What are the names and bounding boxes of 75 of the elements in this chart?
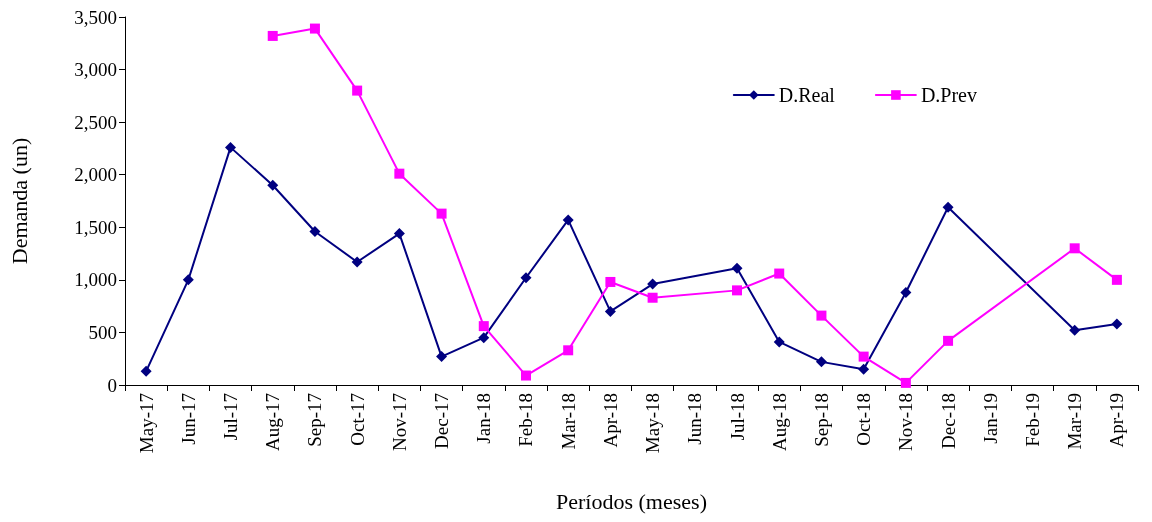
- x-tick-label: May-18: [642, 393, 664, 454]
- point: [1069, 243, 1080, 254]
- point: [900, 286, 912, 298]
- y-tick-label: 1,000: [74, 269, 117, 291]
- x-tick-label: Jul-17: [220, 393, 242, 441]
- x-tick-label: Feb-18: [515, 393, 537, 447]
- point: [647, 292, 658, 303]
- point: [774, 268, 785, 279]
- x-tick-label: Feb-19: [1021, 393, 1043, 447]
- y-axis-title: Demanda (un): [6, 137, 32, 265]
- y-tick-label: 2,500: [74, 111, 117, 133]
- point: [393, 228, 405, 240]
- x-tick-label: Aug-17: [262, 393, 284, 452]
- x-tick-label: Dec-18: [937, 393, 959, 449]
- point: [604, 305, 616, 317]
- y-tick-label: 500: [88, 321, 117, 343]
- y-tick-label: 2,000: [74, 164, 117, 186]
- point: [520, 272, 532, 284]
- x-tick-label: Apr-19: [1106, 393, 1128, 448]
- x-axis-title: Períodos (meses): [556, 488, 707, 514]
- point: [732, 285, 743, 296]
- x-tick-label: Nov-17: [388, 393, 410, 452]
- point: [351, 256, 363, 268]
- x-tick-label: May-17: [135, 393, 157, 454]
- x-tick-label: Oct-18: [853, 393, 875, 446]
- x-tick-label: Jul-18: [726, 393, 748, 441]
- x-tick-label: Jan-19: [979, 393, 1001, 444]
- point: [605, 276, 616, 287]
- x-tick-label: Dec-17: [431, 393, 453, 449]
- point: [436, 351, 448, 363]
- point: [267, 179, 279, 191]
- point: [900, 377, 911, 388]
- y-tick-label: 3,500: [74, 6, 117, 28]
- point: [816, 310, 827, 321]
- y-tick-label: 1,500: [74, 216, 117, 238]
- x-tick-label: Aug-18: [768, 393, 790, 452]
- legend-label: D.Real: [778, 84, 836, 106]
- point: [731, 262, 743, 274]
- y-tick-label: 3,000: [74, 59, 117, 81]
- point: [267, 30, 278, 41]
- x-tick-label: Oct-17: [346, 393, 368, 446]
- x-tick-label: Jun-17: [177, 393, 199, 445]
- x-tick-label: Apr-18: [599, 393, 621, 448]
- point: [520, 370, 531, 381]
- point: [562, 214, 574, 226]
- point: [647, 278, 659, 290]
- point: [309, 23, 320, 34]
- point: [773, 336, 785, 348]
- point: [563, 345, 574, 356]
- legend-label: D.Prev: [920, 84, 978, 106]
- point: [815, 356, 827, 368]
- point: [436, 208, 447, 219]
- x-tick-label: Nov-18: [895, 393, 917, 452]
- point: [478, 332, 490, 344]
- point: [943, 335, 954, 346]
- point: [140, 365, 152, 377]
- x-tick-label: Sep-17: [304, 393, 326, 447]
- point: [225, 141, 237, 153]
- y-tick-label: 0: [107, 374, 117, 396]
- point: [858, 363, 870, 375]
- x-tick-label: Mar-19: [1064, 393, 1086, 450]
- point: [352, 85, 363, 96]
- point: [478, 321, 489, 332]
- point: [182, 274, 194, 286]
- point: [858, 351, 869, 362]
- point: [1111, 318, 1123, 330]
- point: [309, 225, 321, 237]
- x-tick-label: Jan-18: [473, 393, 495, 444]
- point: [394, 168, 405, 179]
- x-tick-label: Sep-18: [810, 393, 832, 447]
- x-tick-label: Mar-18: [557, 393, 579, 450]
- x-tick-label: Jun-18: [684, 393, 706, 445]
- point: [1069, 324, 1081, 336]
- point: [942, 201, 954, 213]
- point: [1111, 274, 1122, 285]
